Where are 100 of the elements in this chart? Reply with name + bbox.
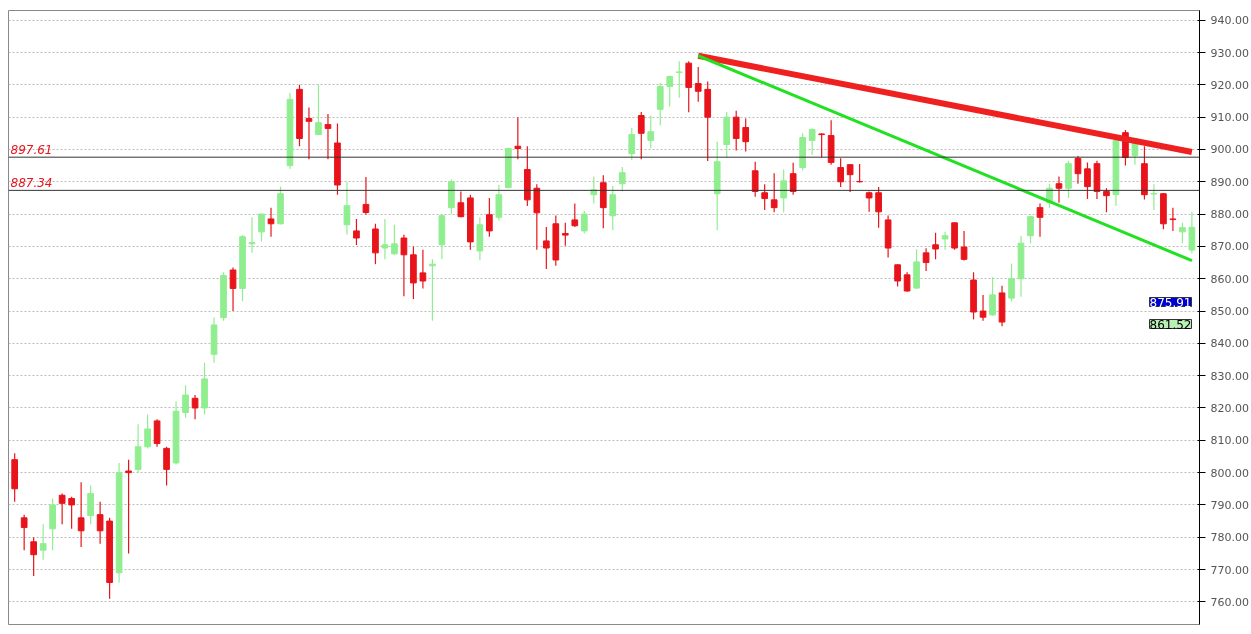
candlestick	[732, 110, 740, 152]
y-tick-label: 830.00	[1210, 369, 1249, 383]
candlestick	[30, 536, 38, 577]
y-tick-label: 890.00	[1210, 175, 1249, 189]
candlestick	[419, 249, 427, 290]
ref-line-label: 897.61	[10, 143, 53, 158]
candlestick	[941, 231, 949, 251]
candlestick	[391, 224, 398, 256]
candlestick	[808, 127, 816, 156]
candlestick	[922, 247, 930, 272]
candlestick	[305, 106, 313, 160]
candlestick	[932, 232, 939, 260]
candlestick	[1027, 215, 1034, 244]
y-tick-label: 800.00	[1210, 466, 1249, 480]
candlestick	[989, 276, 996, 317]
candlestick	[1074, 155, 1082, 185]
candlestick	[960, 230, 968, 262]
y-tick-label: 780.00	[1210, 531, 1249, 545]
candlestick	[1169, 207, 1177, 232]
candlestick	[1008, 262, 1015, 302]
candlestick	[837, 157, 844, 188]
candlestick	[58, 493, 66, 525]
candlestick	[315, 84, 322, 136]
candlestick	[656, 82, 664, 127]
candlestick	[49, 497, 56, 551]
candlestick	[182, 384, 189, 419]
candlestick	[324, 113, 332, 160]
y-tick-label: 900.00	[1210, 143, 1249, 157]
candlestick	[381, 218, 389, 260]
y-tick-label: 760.00	[1210, 595, 1249, 609]
candlestick	[628, 127, 636, 161]
candlestick	[761, 183, 769, 211]
y-tick-label: 940.00	[1210, 14, 1249, 28]
annotation: 861.52	[1149, 317, 1192, 332]
candlestick	[580, 210, 588, 235]
candlestick	[647, 114, 655, 149]
candlestick	[125, 459, 132, 555]
y-tick-label: 770.00	[1210, 563, 1249, 577]
candlestick	[39, 523, 47, 561]
candlestick	[694, 66, 702, 103]
candlestick	[87, 484, 94, 525]
candlestick	[818, 132, 825, 159]
candlestick	[20, 514, 28, 551]
candlestick	[751, 161, 759, 198]
candlestick	[903, 271, 911, 293]
annotation: 875.91	[1149, 295, 1192, 310]
candlestick	[770, 172, 778, 213]
candlestick	[258, 212, 265, 243]
candlestick	[1055, 176, 1063, 204]
candlestick	[1084, 161, 1091, 200]
candlestick	[1179, 222, 1186, 244]
candlestick	[495, 184, 503, 222]
candlestick	[846, 163, 854, 193]
candlestick	[144, 413, 151, 449]
candlestick	[372, 223, 379, 265]
candlestick	[1103, 187, 1110, 213]
candlestick	[666, 75, 674, 108]
candlestick	[894, 263, 901, 288]
candlestick	[68, 496, 75, 530]
candlestick	[248, 216, 256, 254]
candlestick	[514, 116, 522, 160]
candlestick	[96, 501, 104, 545]
y-tick-label: 880.00	[1210, 208, 1249, 222]
candlestick	[153, 418, 161, 448]
candlestick	[875, 186, 882, 229]
candlestick	[1188, 211, 1196, 254]
candlestick	[191, 394, 199, 420]
candlestick	[1150, 183, 1158, 211]
y-tick-label: 790.00	[1210, 498, 1249, 512]
y-tick-label: 860.00	[1210, 272, 1249, 286]
candlestick	[609, 185, 617, 231]
candlestick	[742, 117, 750, 152]
candlestick	[77, 481, 85, 548]
ref-line-label: 887.34	[10, 176, 53, 191]
candlestick	[865, 190, 873, 213]
candlestick	[637, 111, 645, 160]
candlestick	[542, 226, 550, 270]
y-tick-label: 820.00	[1210, 401, 1249, 415]
y-tick-label: 810.00	[1210, 434, 1249, 448]
y-tick-label: 920.00	[1210, 78, 1249, 92]
candlestick	[163, 446, 170, 487]
candlestick	[979, 294, 987, 322]
y-tick-label: 870.00	[1210, 240, 1249, 254]
candlestick	[400, 234, 408, 297]
candlestick	[353, 218, 360, 246]
candlestick	[1036, 202, 1044, 238]
candlestick	[780, 168, 788, 213]
candlestick	[789, 162, 797, 196]
candlestick	[486, 197, 493, 238]
y-tick-label: 910.00	[1210, 111, 1249, 125]
y-tick-label: 850.00	[1210, 305, 1249, 319]
candlestick	[362, 176, 370, 216]
candlestick	[571, 202, 579, 228]
candlestick	[343, 181, 351, 236]
candlestick	[675, 60, 683, 99]
candlestick	[618, 166, 626, 193]
y-tick-label: 930.00	[1210, 46, 1249, 60]
candlestick	[134, 423, 142, 474]
y-tick-label: 840.00	[1210, 337, 1249, 351]
candlestick	[229, 266, 237, 312]
